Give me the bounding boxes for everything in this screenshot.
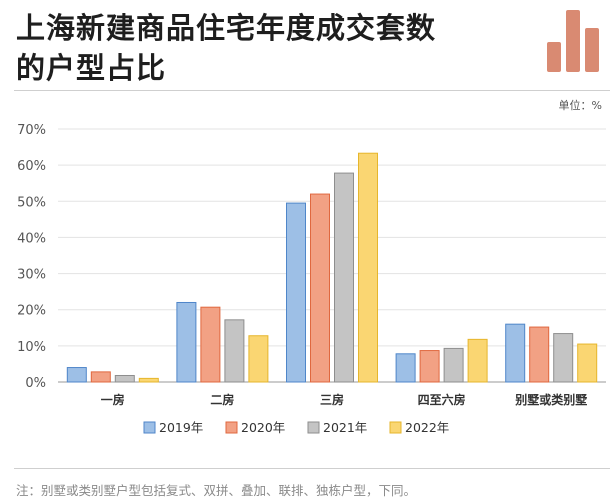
- bar-4-4: [467, 338, 488, 383]
- legend-label: 2022年: [405, 420, 449, 435]
- bar-4-3: [358, 152, 378, 383]
- bar-1-5: [505, 323, 526, 383]
- header-divider: [14, 90, 610, 91]
- bar-3-3: [334, 172, 354, 383]
- bar-1-3: [286, 202, 306, 383]
- bar-3-5: [553, 333, 574, 383]
- category-label: 别墅或类别墅: [514, 392, 587, 407]
- bar-chart-logo-icon: [547, 10, 599, 72]
- y-tick-label: 10%: [17, 340, 46, 355]
- bar-1-2: [176, 301, 197, 383]
- legend-swatch: [225, 421, 238, 434]
- page-title-line-1: 上海新建商品住宅年度成交套数: [16, 11, 437, 45]
- bar-2-2: [200, 306, 221, 383]
- bar-2-5: [529, 326, 550, 383]
- title-block: 上海新建商品住宅年度成交套数 的户型占比: [16, 8, 536, 88]
- logo-bar-left: [547, 42, 561, 72]
- footnote: 注：别墅或类别墅户型包括复式、双拼、叠加、联排、独栋户型，下同。: [16, 483, 417, 498]
- y-tick-label: 30%: [17, 268, 46, 283]
- bar-1-4: [395, 353, 416, 383]
- bar-4-1: [138, 377, 159, 383]
- category-label: 二房: [210, 392, 234, 407]
- y-tick-label: 60%: [17, 159, 46, 174]
- logo-bar-middle: [566, 10, 580, 72]
- y-tick-label: 20%: [17, 304, 46, 319]
- legend-swatch: [307, 421, 320, 434]
- unit-label: 单位：%: [558, 99, 602, 112]
- bar-4-5: [577, 343, 598, 383]
- bar-2-1: [90, 371, 111, 383]
- legend-label: 2019年: [159, 420, 203, 435]
- logo-bar-right: [585, 28, 599, 72]
- category-label: 一房: [101, 392, 125, 407]
- y-tick-label: 50%: [17, 195, 46, 210]
- category-label: 三房: [320, 392, 344, 407]
- y-tick-label: 0%: [25, 376, 46, 391]
- bar-2-4: [419, 350, 440, 383]
- category-label: 四至六房: [418, 392, 466, 407]
- bar-1-1: [66, 367, 87, 383]
- bar-4-2: [248, 335, 269, 383]
- bar-2-3: [310, 193, 330, 383]
- footer-divider: [14, 468, 610, 469]
- bar-3-1: [114, 374, 135, 383]
- legend-label: 2020年: [241, 420, 285, 435]
- y-tick-label: 40%: [17, 231, 46, 246]
- bar-3-2: [224, 319, 245, 383]
- page-title-line-2: 的户型占比: [16, 51, 167, 85]
- bar-3-4: [443, 347, 464, 383]
- y-tick-label: 70%: [17, 123, 46, 138]
- legend-swatch: [143, 421, 156, 434]
- legend-label: 2021年: [323, 420, 367, 435]
- legend-swatch: [389, 421, 402, 434]
- bar-chart: 0% 10% 20% 30% 40% 50% 60% 70% 一房 二房 三房 四至六房 别墅或类别墅 2…: [17, 123, 606, 435]
